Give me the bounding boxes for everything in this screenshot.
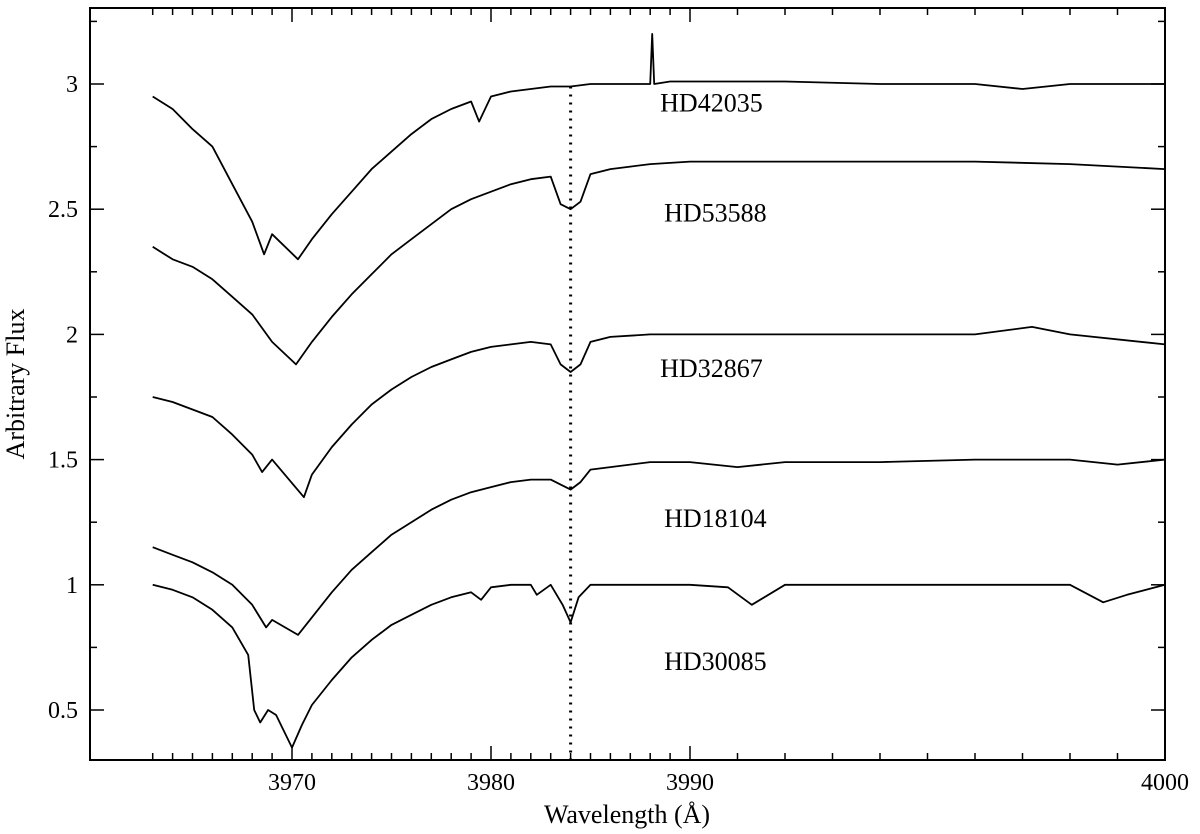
x-tick-label: 4000 bbox=[1141, 770, 1189, 796]
spectrum-line-hd32867 bbox=[152, 326, 1166, 499]
y-tick-label: 1.5 bbox=[48, 448, 78, 474]
tick-labels: 3970 3980 3990 4000 0.5 1 1.5 2 2.5 3 bbox=[48, 72, 1189, 796]
series-label-hd32867: HD32867 bbox=[660, 354, 763, 383]
x-tick-label: 3990 bbox=[666, 770, 714, 796]
spectrum-line-hd53588 bbox=[152, 160, 1166, 366]
x-axis-label: Wavelength (Å) bbox=[544, 800, 710, 829]
x-tick-label: 3970 bbox=[268, 770, 316, 796]
spectrum-line-hd30085 bbox=[152, 583, 1166, 749]
y-tick-label: 1 bbox=[66, 573, 78, 599]
series-label-hd30085: HD30085 bbox=[664, 647, 767, 676]
y-axis-label: Arbitrary Flux bbox=[1, 309, 30, 460]
axis-ticks bbox=[90, 8, 1166, 760]
y-tick-label: 2.5 bbox=[48, 197, 78, 223]
y-tick-label: 0.5 bbox=[48, 698, 78, 724]
series-label-hd42035: HD42035 bbox=[660, 89, 763, 118]
spectrum-line-hd18104 bbox=[152, 458, 1166, 636]
series-label-hd18104: HD18104 bbox=[664, 504, 767, 533]
y-tick-label: 3 bbox=[66, 72, 78, 98]
x-tick-label: 3980 bbox=[467, 770, 515, 796]
y-tick-label: 2 bbox=[66, 322, 78, 348]
spectrum-line-hd42035 bbox=[152, 33, 1165, 261]
plot-frame bbox=[89, 7, 1166, 761]
series-label-hd53588: HD53588 bbox=[664, 199, 767, 228]
plot-area: HD42035 HD53588 HD32867 HD18104 HD30085 bbox=[152, 33, 1166, 760]
